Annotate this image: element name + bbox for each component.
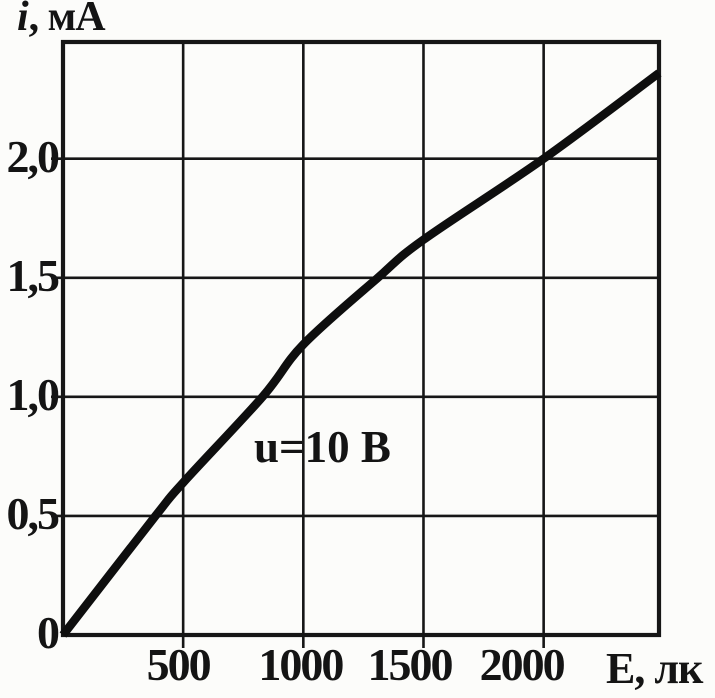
y-axis-title: i, мА — [17, 0, 106, 40]
x-axis-title: Е, лк — [606, 644, 703, 693]
y-axis-units: , мА — [28, 0, 106, 40]
plot-frame — [60, 39, 662, 638]
data-curve — [59, 69, 662, 638]
y-axis-symbol: i — [17, 0, 29, 40]
curve-annotation: u=10 В — [254, 422, 391, 472]
